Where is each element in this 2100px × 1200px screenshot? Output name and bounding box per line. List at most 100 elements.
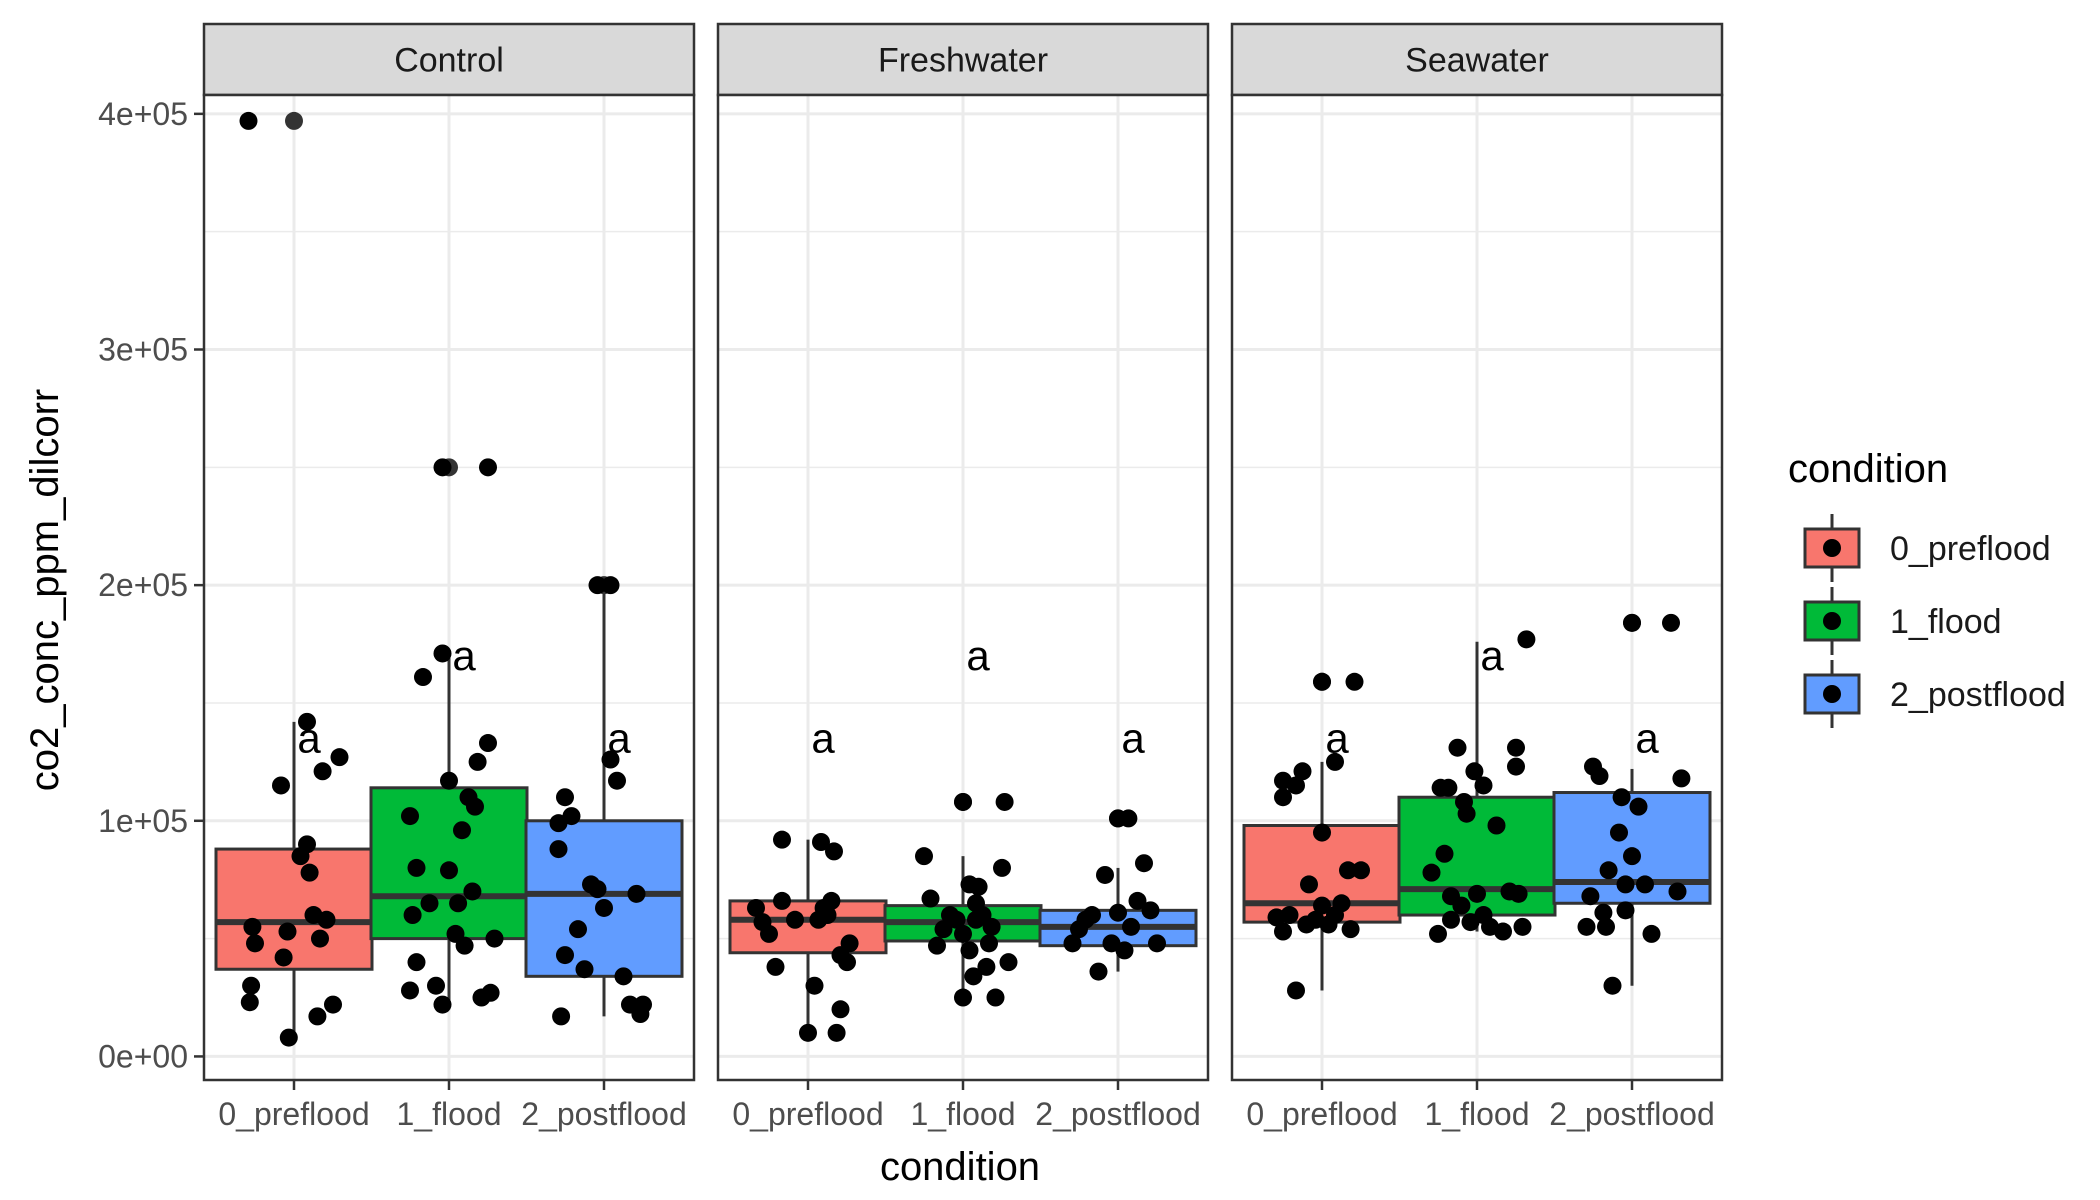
data-point xyxy=(825,842,843,861)
x-tick-label: 0_preflood xyxy=(732,1096,883,1132)
box-2_postflood: a xyxy=(1038,714,1198,981)
data-point xyxy=(556,946,574,965)
data-point xyxy=(1594,903,1613,922)
data-point xyxy=(420,894,439,913)
data-point xyxy=(1517,630,1536,649)
box-1_flood: a xyxy=(883,632,1043,1007)
data-point xyxy=(401,981,419,1000)
data-point xyxy=(1513,917,1532,936)
data-point xyxy=(403,906,422,925)
facet-strip xyxy=(716,22,1210,97)
legend-title: condition xyxy=(1788,447,1948,491)
data-point xyxy=(1468,884,1486,903)
data-point xyxy=(786,910,804,929)
data-point xyxy=(766,957,785,976)
data-point xyxy=(407,858,426,877)
data-point xyxy=(1642,924,1661,943)
x-tick-label: 1_flood xyxy=(911,1096,1016,1132)
y-tick-label: 0e+00 xyxy=(98,1038,188,1074)
data-point xyxy=(1439,778,1458,797)
data-point xyxy=(634,995,652,1014)
data-point xyxy=(414,668,432,687)
data-point xyxy=(453,821,471,840)
data-point xyxy=(575,960,594,979)
data-point xyxy=(921,889,940,908)
data-point xyxy=(1109,903,1127,922)
significance-letter: a xyxy=(607,714,631,761)
data-point xyxy=(614,967,633,986)
data-point xyxy=(440,771,458,790)
x-tick-label: 0_preflood xyxy=(218,1096,369,1132)
significance-letter: a xyxy=(1480,632,1504,679)
outlier-point xyxy=(285,111,303,130)
data-point xyxy=(1345,672,1364,691)
data-point xyxy=(242,976,261,995)
x-tick-label: 1_flood xyxy=(397,1096,502,1132)
y-tick-label: 1e+05 xyxy=(98,803,188,839)
data-point xyxy=(479,734,497,753)
data-point xyxy=(569,920,587,939)
data-point xyxy=(1115,941,1134,960)
data-point xyxy=(1509,884,1528,903)
data-point xyxy=(1577,917,1596,936)
data-point xyxy=(1313,672,1331,691)
data-point xyxy=(1457,804,1476,823)
data-point xyxy=(601,750,620,769)
data-point xyxy=(449,894,468,913)
box-2_postflood: a xyxy=(1552,613,1712,995)
legend-entry-label: 1_flood xyxy=(1890,603,2002,641)
data-point xyxy=(822,891,841,910)
facet-strip xyxy=(1230,22,1724,97)
data-point xyxy=(954,792,972,811)
data-point xyxy=(1599,861,1618,880)
data-point xyxy=(954,988,972,1007)
data-point xyxy=(1300,875,1318,894)
data-point xyxy=(240,993,259,1012)
data-point xyxy=(1494,922,1512,941)
data-point xyxy=(1623,847,1641,866)
data-point xyxy=(1352,861,1370,880)
box-0_preflood: a xyxy=(728,714,888,1042)
data-point xyxy=(1616,901,1635,920)
significance-letter: a xyxy=(811,714,835,761)
data-point xyxy=(805,976,824,995)
data-point xyxy=(433,644,452,663)
data-point xyxy=(588,880,607,899)
data-point xyxy=(595,898,613,917)
data-point xyxy=(934,920,953,939)
data-point xyxy=(1672,769,1691,788)
facet-strip-label: Control xyxy=(394,42,504,80)
x-tick-label: 1_flood xyxy=(1425,1096,1530,1132)
data-point xyxy=(1339,861,1357,880)
data-point xyxy=(279,1028,298,1047)
data-point xyxy=(964,967,983,986)
data-point xyxy=(298,712,316,731)
data-point xyxy=(773,830,791,849)
data-point xyxy=(1429,924,1447,943)
data-point xyxy=(1313,823,1331,842)
box-0_preflood: a xyxy=(1242,672,1402,1000)
data-point xyxy=(1287,776,1305,795)
data-point xyxy=(1487,816,1506,835)
data-point xyxy=(995,792,1014,811)
box-2_postflood: a xyxy=(524,576,684,1026)
data-point xyxy=(960,941,979,960)
data-point xyxy=(1274,788,1292,807)
data-point xyxy=(999,953,1018,972)
legend-key-point xyxy=(1823,685,1841,703)
data-point xyxy=(274,948,293,967)
data-point xyxy=(827,1023,846,1042)
data-point xyxy=(840,934,859,953)
x-tick-label: 2_postflood xyxy=(1549,1096,1714,1132)
data-point xyxy=(562,807,581,826)
data-point xyxy=(1616,875,1635,894)
data-point xyxy=(479,458,497,477)
data-point xyxy=(427,976,445,995)
data-point xyxy=(1435,844,1454,863)
data-point xyxy=(601,576,620,595)
x-tick-label: 2_postflood xyxy=(1035,1096,1200,1132)
data-point xyxy=(1119,809,1138,828)
legend-key-box xyxy=(1803,527,1861,569)
legend-entry-label: 0_preflood xyxy=(1890,530,2051,568)
data-point xyxy=(1452,896,1471,915)
